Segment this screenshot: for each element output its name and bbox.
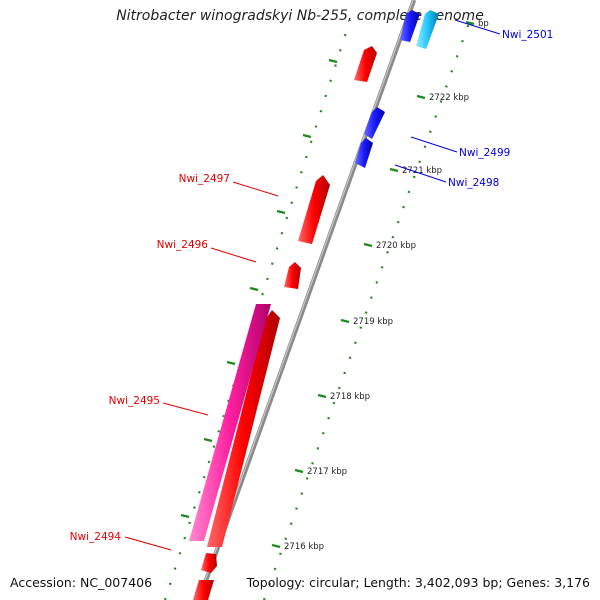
gene-arrow[interactable] <box>416 10 439 49</box>
genome-summary: Topology: circular; Length: 3,402,093 bp… <box>246 575 590 590</box>
reverse-track-dots <box>262 19 472 600</box>
forward-track-tick <box>203 437 213 443</box>
gene-block[interactable] <box>193 580 214 600</box>
gene-arrow[interactable] <box>298 175 330 244</box>
gene-label-leader <box>394 164 447 183</box>
accession-label: Accession: NC_007406 <box>10 575 153 590</box>
gene-label-leader <box>454 19 501 35</box>
scale-tick <box>340 318 350 324</box>
gene-label[interactable]: Nwi_2494 <box>70 531 122 543</box>
scale-tick <box>465 20 475 26</box>
gene-label[interactable]: Nwi_2495 <box>109 395 160 407</box>
scale-tick-label: 2720 kbp <box>376 241 416 251</box>
gene-arrow[interactable] <box>284 262 301 289</box>
genome-backbone <box>196 0 417 600</box>
forward-track-tick <box>180 513 190 519</box>
scale-tick-label: 2716 kbp <box>284 542 324 552</box>
gene-arrow[interactable] <box>189 304 271 541</box>
gene-label-leader <box>232 181 279 197</box>
scale-tick-label: 2719 kbp <box>353 317 393 327</box>
forward-track-tick <box>328 58 338 64</box>
gene-label-leader <box>210 247 257 263</box>
forward-track-tick <box>302 133 312 139</box>
gene-label[interactable]: Nwi_2498 <box>448 177 499 189</box>
gene-arrow[interactable] <box>355 138 373 168</box>
gene-label-leader <box>124 536 172 551</box>
gene-arrow[interactable] <box>400 10 420 42</box>
scale-tick <box>294 468 304 474</box>
gene-label-leader <box>410 136 458 153</box>
scale-tick-label: 2718 kbp <box>330 392 370 402</box>
forward-track-tick <box>226 360 236 366</box>
scale-tick-label: 2721 kbp <box>402 166 442 176</box>
scale-tick-label: 2722 kbp <box>429 93 469 103</box>
scale-tick <box>271 543 281 549</box>
scale-tick <box>317 393 327 399</box>
gene-arrow[interactable] <box>201 553 217 573</box>
gene-label[interactable]: Nwi_2497 <box>179 173 230 185</box>
map-title: Nitrobacter winogradskyi Nb-255, complet… <box>116 8 484 24</box>
gene-label[interactable]: Nwi_2496 <box>157 239 209 251</box>
gene-arrow[interactable] <box>354 46 377 82</box>
gene-arrow[interactable] <box>207 310 280 547</box>
gene-arrow[interactable] <box>364 107 385 139</box>
forward-track-tick <box>276 209 286 215</box>
gene-label-leader <box>162 402 209 416</box>
scale-tick <box>416 94 426 100</box>
scale-tick <box>389 167 399 173</box>
scale-tick-label: 2717 kbp <box>307 467 347 477</box>
scale-tick-label: bp <box>478 19 489 29</box>
gene-label[interactable]: Nwi_2499 <box>459 147 510 159</box>
forward-track-tick <box>249 286 259 292</box>
scale-tick <box>363 242 373 248</box>
gene-label[interactable]: Nwi_2501 <box>502 29 553 41</box>
